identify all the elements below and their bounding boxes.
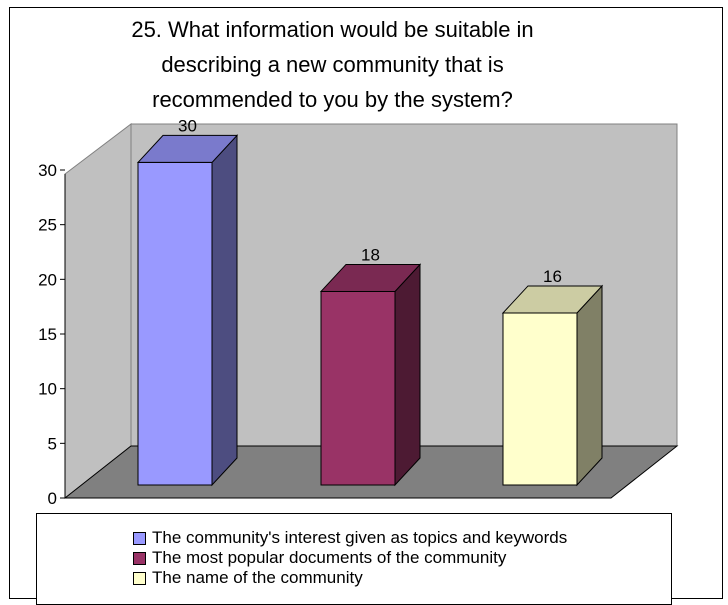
- legend-label: The most popular documents of the commun…: [152, 548, 507, 567]
- y-tick-label: 15: [38, 325, 57, 344]
- y-tick-label: 0: [48, 489, 57, 508]
- bar-side: [576, 284, 603, 487]
- y-tick-label: 20: [38, 270, 57, 289]
- bar-side: [394, 263, 421, 487]
- legend-swatch: [133, 571, 146, 585]
- legend-item: The community's interest given as topics…: [133, 528, 671, 548]
- legend-label: The community's interest given as topics…: [152, 528, 568, 547]
- bar: [502, 312, 578, 486]
- chart-title: 25. What information would be suitable i…: [131, 17, 534, 112]
- y-tick-label: 5: [48, 434, 57, 453]
- bar-top: [501, 285, 604, 314]
- bar: [320, 290, 396, 486]
- bar-top: [319, 263, 422, 292]
- data-label: 18: [361, 245, 380, 264]
- legend-label: The name of the community: [152, 568, 363, 587]
- bar: [137, 161, 213, 486]
- legend: The community's interest given as topics…: [36, 513, 672, 605]
- data-label: 30: [178, 116, 197, 135]
- y-tick-label: 25: [38, 216, 57, 235]
- legend-swatch: [133, 531, 146, 545]
- y-tick-label: 10: [38, 380, 57, 399]
- side-wall: [64, 122, 132, 500]
- legend-item: The name of the community: [133, 568, 671, 588]
- bar-top: [136, 134, 239, 163]
- data-label: 16: [543, 267, 562, 286]
- bar-side: [211, 134, 238, 487]
- y-tick-label: 30: [38, 161, 57, 180]
- legend-swatch: [133, 551, 146, 565]
- legend-item: The most popular documents of the commun…: [133, 548, 671, 568]
